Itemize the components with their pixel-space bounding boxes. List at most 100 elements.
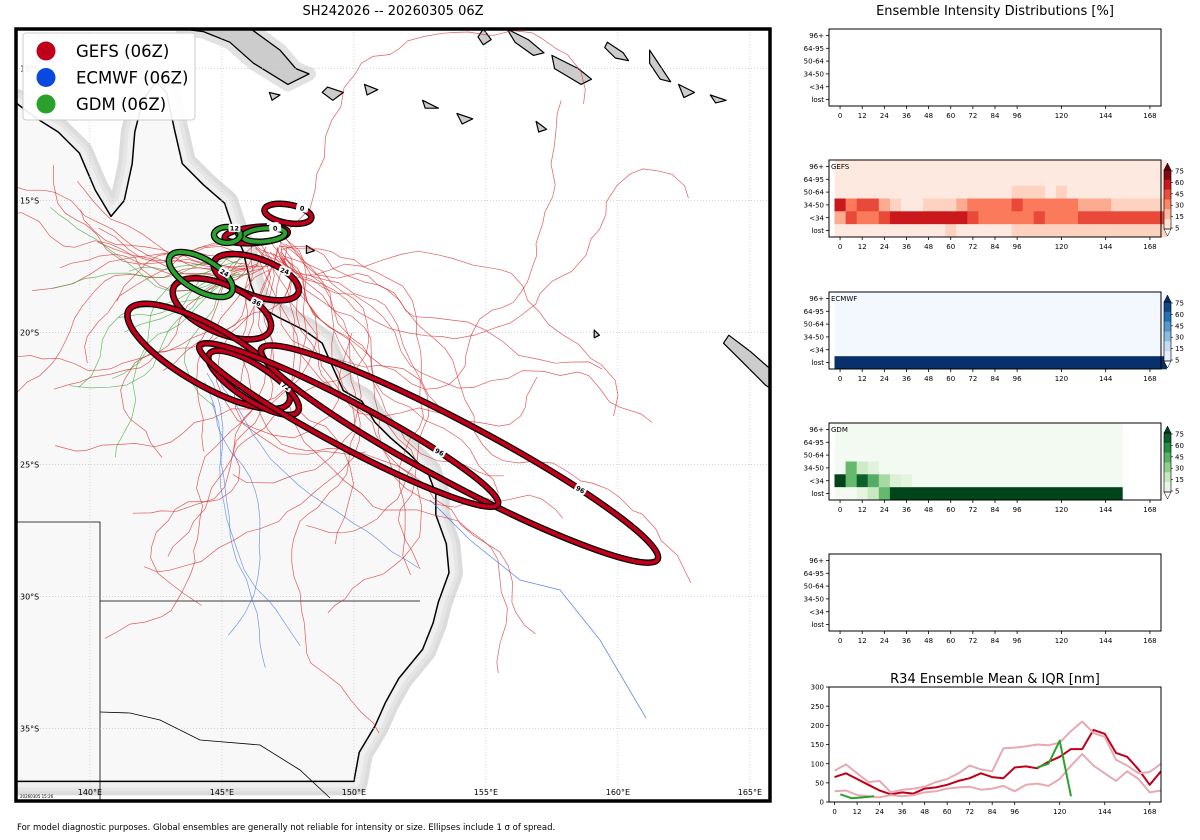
lon-label: 165°E — [738, 788, 762, 797]
heatmap-cell — [1022, 198, 1079, 212]
y-tick-label: 64-95 — [804, 570, 824, 578]
x-tick-label: 0 — [838, 243, 842, 251]
colorbar-ecmwf: 75 60 45 30 15 5 — [1163, 294, 1184, 369]
x-tick-label: 36 — [898, 808, 907, 816]
series-gefs-mean — [834, 728, 1161, 796]
colorbar-tick-label: 15 — [1175, 476, 1184, 484]
ellipse-gefs-72h: 72 — [205, 347, 303, 419]
x-tick-label: 72 — [968, 375, 977, 383]
x-tick-label: 48 — [924, 637, 933, 645]
x-tick-label: 12 — [858, 506, 867, 514]
series-gdm-mean — [839, 793, 875, 800]
heatmap-cell — [1055, 185, 1068, 199]
x-tick-label: 96 — [1013, 243, 1022, 251]
ecmwf-track — [429, 499, 647, 719]
island — [649, 49, 672, 83]
timestamp-stamp: 20260305 15:26 — [20, 794, 54, 799]
ensemble-panels: 96+ 64-95 50-64 34-50 <34 lost 0 12 24 36 48 60 72 84… — [804, 28, 1184, 816]
heatmap-cell — [834, 356, 1167, 370]
y-tick-label: 96+ — [809, 426, 824, 434]
heatmap-cell — [878, 211, 891, 225]
heatmap-cell — [834, 224, 946, 238]
y-tick-label: <34 — [809, 477, 824, 485]
island — [477, 29, 492, 46]
x-tick-label: 84 — [991, 637, 1000, 645]
heatmap-cell — [834, 435, 1123, 449]
colorbar-segment — [1164, 341, 1171, 352]
ecmwf-track — [211, 402, 266, 668]
ellipse-hour-label: 36 — [251, 297, 263, 308]
island — [268, 91, 281, 101]
x-tick-label: 12 — [853, 808, 862, 816]
ellipse-ring — [206, 348, 301, 417]
x-tick-label: 24 — [880, 243, 889, 251]
heatmap-cell — [834, 160, 1167, 174]
colorbar-segment — [1164, 219, 1171, 230]
heatmap-cell — [889, 474, 902, 488]
gefs-track — [150, 257, 307, 606]
x-tick-label: 168 — [1143, 112, 1156, 120]
colorbar-segment — [1164, 472, 1171, 483]
heatmap-cell — [956, 224, 1012, 238]
heatmap-cell — [834, 198, 846, 212]
ellipse-hour-bg — [279, 380, 293, 393]
island — [709, 94, 727, 104]
gefs-track — [280, 245, 692, 583]
x-tick-label: 96 — [1013, 375, 1022, 383]
colorbar-segment — [1164, 462, 1171, 473]
heatmap-cell — [967, 211, 979, 225]
heatmap-cell — [1078, 198, 1112, 212]
intensity-chart-title: Ensemble Intensity Distributions [%] — [876, 4, 1114, 19]
colorbar-tick-label: 15 — [1175, 345, 1184, 353]
y-tick-label: 34-50 — [804, 71, 824, 79]
x-tick-label: 36 — [902, 375, 911, 383]
ellipse-hour-label: 96 — [574, 484, 586, 496]
x-tick-label: 12 — [858, 112, 867, 120]
heatmap-cell — [878, 474, 891, 488]
y-tick-label: <34 — [809, 214, 824, 222]
ellipse-hour-label: 96 — [433, 447, 445, 459]
heatmap-cell — [834, 461, 846, 475]
y-tick-label: 96+ — [809, 295, 824, 303]
gefs-track — [232, 236, 362, 484]
y-tick-label: <34 — [809, 83, 824, 91]
ellipse-ring — [166, 250, 235, 300]
island — [593, 329, 600, 339]
x-tick-label: 0 — [838, 506, 842, 514]
island — [604, 41, 630, 62]
colorbar-tick-label: 75 — [1175, 168, 1184, 176]
y-tick-label: 0 — [820, 799, 824, 807]
ecmwf-track — [215, 372, 419, 569]
x-tick-label: 144 — [1098, 808, 1112, 816]
x-tick-label: 120 — [1055, 112, 1068, 120]
lat-label: 15°S — [20, 197, 39, 206]
lat-label: 30°S — [20, 593, 39, 602]
y-tick-label: 300 — [811, 684, 824, 692]
gefs-track — [275, 237, 380, 734]
x-tick-label: 168 — [1143, 375, 1156, 383]
legend-label-gefs: GEFS (06Z) — [76, 42, 169, 61]
y-tick-label: <34 — [809, 346, 824, 354]
x-tick-label: 120 — [1055, 243, 1068, 251]
heatmap-cell — [889, 487, 1123, 501]
heatmap-cell — [900, 198, 924, 212]
heatmap-cell — [900, 474, 913, 488]
colorbar-tick-label: 30 — [1175, 465, 1184, 473]
island — [506, 29, 545, 56]
colorbar-segment — [1164, 170, 1171, 181]
new-guinea-land — [181, 29, 310, 86]
ellipse-hour-bg — [295, 203, 309, 213]
gefs-track — [261, 168, 689, 340]
y-tick-label: lost — [811, 490, 824, 498]
heatmap-cell — [923, 211, 968, 225]
australia-land — [16, 81, 450, 783]
x-tick-label: 144 — [1099, 243, 1113, 251]
x-tick-label: 60 — [946, 112, 955, 120]
x-tick-label: 36 — [902, 112, 911, 120]
panel-frame — [828, 28, 1162, 107]
x-tick-label: 24 — [880, 112, 889, 120]
x-tick-label: 48 — [924, 506, 933, 514]
gefs-track — [255, 247, 538, 427]
series-gdm-mean — [1036, 739, 1072, 797]
gefs-track — [59, 253, 249, 277]
